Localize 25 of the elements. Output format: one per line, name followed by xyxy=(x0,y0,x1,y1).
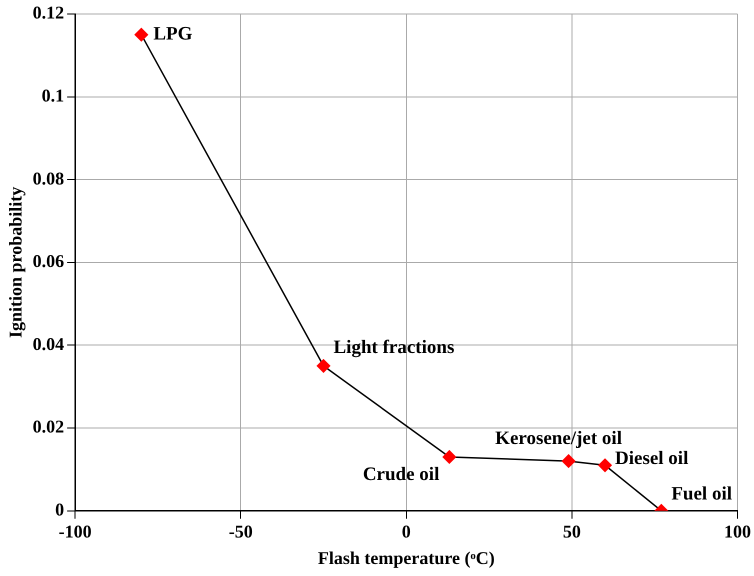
x-tick-label: -50 xyxy=(228,521,253,542)
y-tick-label: 0.04 xyxy=(32,334,64,354)
annotation: Fuel oil xyxy=(671,484,732,505)
x-axis-title: Flash temperature (ᵒC) xyxy=(318,548,495,568)
point xyxy=(316,359,330,373)
y-tick-label: 0.02 xyxy=(32,416,64,437)
y-tick-label: 0.06 xyxy=(32,251,64,272)
point xyxy=(134,28,148,42)
y-tick-label: 0.12 xyxy=(32,2,64,23)
x-tick-label: -100 xyxy=(58,521,92,542)
annotation: Light fractions xyxy=(334,336,454,358)
annotation: Crude oil xyxy=(362,464,440,485)
point xyxy=(562,454,576,468)
x-tick-label: 0 xyxy=(402,521,411,542)
point xyxy=(442,450,456,464)
annotation: Kerosene/jet oil xyxy=(495,428,622,450)
x-tick-label: 50 xyxy=(562,521,581,542)
point xyxy=(598,458,612,472)
y-tick-label: 0 xyxy=(55,499,64,520)
y-axis-title: Ignition probability xyxy=(5,186,26,338)
x-tick-label: 100 xyxy=(724,521,751,542)
annotation: LPG xyxy=(153,24,193,45)
y-tick-label: 0.1 xyxy=(42,85,64,106)
annotation: Diesel oil xyxy=(615,448,688,470)
y-tick-label: 0.08 xyxy=(32,168,64,188)
